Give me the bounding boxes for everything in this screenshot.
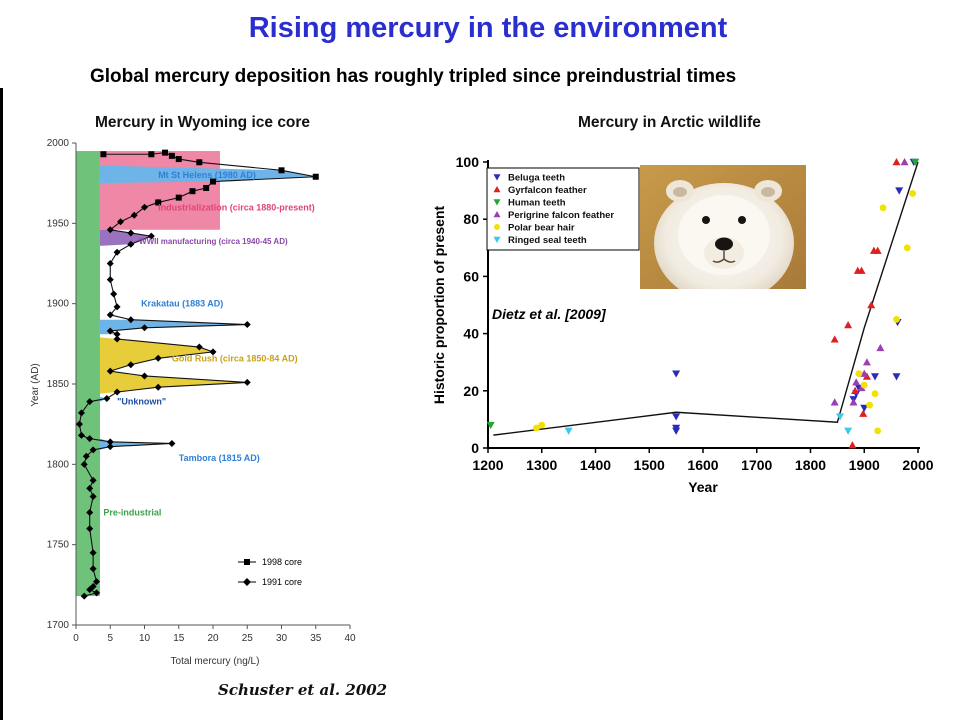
- arctic-x-tick-label: 2000: [902, 457, 933, 473]
- arctic-point-perigrine-falcon-feather: [862, 358, 871, 366]
- arctic-point-polar-bear-hair: [893, 315, 900, 323]
- arctic-legend-marker: [493, 211, 501, 218]
- arctic-point-gyrfalcon-feather: [862, 372, 871, 380]
- arctic-title: Mercury in Arctic wildlife: [578, 114, 761, 131]
- arctic-point-polar-bear-hair: [860, 381, 868, 389]
- arctic-x-tick-label: 1600: [687, 457, 718, 473]
- arctic-point-perigrine-falcon-feather: [860, 369, 869, 377]
- arctic-point-gyrfalcon-feather: [869, 246, 878, 254]
- arctic-x-tick-label: 1700: [741, 457, 772, 473]
- arctic-legend-label: Human teeth: [508, 198, 566, 209]
- arctic-point-perigrine-falcon-feather: [900, 158, 909, 166]
- arctic-legend-label: Gyrfalcon feather: [508, 185, 587, 196]
- arctic-point-perigrine-falcon-feather: [849, 398, 858, 406]
- arctic-point-beluga-teeth: [860, 404, 869, 412]
- arctic-point-beluga-teeth: [672, 413, 681, 421]
- arctic-point-gyrfalcon-feather: [844, 321, 853, 329]
- arctic-point-beluga-teeth: [672, 427, 681, 435]
- arctic-y-tick-label: 40: [463, 326, 479, 342]
- arctic-point-beluga-teeth: [849, 396, 858, 404]
- arctic-x-tick-label: 1500: [634, 457, 665, 473]
- arctic-legend-marker: [493, 186, 501, 193]
- arctic-x-tick-label: 1900: [849, 457, 880, 473]
- arctic-point-gyrfalcon-feather: [859, 409, 868, 417]
- arctic-x-tick-label: 1200: [472, 457, 503, 473]
- arctic-point-gyrfalcon-feather: [853, 266, 862, 274]
- arctic-legend-label: Beluga teeth: [508, 173, 565, 184]
- arctic-xlabel: Year: [688, 479, 718, 495]
- arctic-point-beluga-teeth: [672, 370, 681, 378]
- arctic-point-polar-bear-hair: [866, 401, 874, 409]
- arctic-point-beluga-teeth: [852, 390, 861, 398]
- arctic-point-gyrfalcon-feather: [867, 301, 876, 309]
- polar-bear-photo: [640, 165, 806, 289]
- arctic-point-human-teeth: [911, 158, 920, 166]
- arctic-point-ringed-seal-teeth: [564, 427, 573, 435]
- arctic-y-tick-label: 0: [471, 440, 479, 456]
- arctic-point-beluga-teeth: [895, 187, 904, 195]
- arctic-legend-marker: [493, 236, 501, 243]
- arctic-y-tick-label: 80: [463, 211, 479, 227]
- arctic-credit: Dietz et al. [2009]: [492, 306, 607, 322]
- arctic-point-polar-bear-hair: [874, 427, 882, 435]
- arctic-y-tick-label: 100: [456, 154, 480, 170]
- arctic-point-perigrine-falcon-feather: [830, 398, 839, 406]
- arctic-legend-box: [486, 167, 640, 251]
- arctic-point-beluga-teeth: [871, 373, 879, 381]
- arctic-legend-label: Ringed seal teeth: [508, 235, 587, 246]
- arctic-point-polar-bear-hair: [903, 244, 911, 252]
- arctic-point-ringed-seal-teeth: [836, 413, 845, 421]
- arctic-point-perigrine-falcon-feather: [852, 378, 861, 386]
- arctic-legend-label: Polar bear hair: [508, 223, 575, 234]
- arctic-point-gyrfalcon-feather: [892, 158, 901, 166]
- arctic-point-gyrfalcon-feather: [830, 335, 839, 343]
- arctic-point-beluga-teeth: [672, 424, 681, 432]
- arctic-x-tick-label: 1300: [526, 457, 557, 473]
- arctic-point-polar-bear-hair: [909, 190, 917, 197]
- arctic-x-tick-label: 1400: [580, 457, 611, 473]
- arctic-point-gyrfalcon-feather: [873, 246, 882, 254]
- arctic-point-gyrfalcon-feather: [848, 441, 857, 449]
- arctic-point-beluga-teeth: [854, 384, 863, 392]
- arctic-point-gyrfalcon-feather: [857, 266, 866, 274]
- arctic-legend-marker: [493, 174, 501, 181]
- arctic-point-polar-bear-hair: [538, 421, 546, 429]
- arctic-point-human-teeth: [486, 421, 495, 430]
- arctic-y-tick-label: 60: [463, 268, 479, 284]
- arctic-point-beluga-teeth: [909, 158, 918, 166]
- arctic-x-tick-label: 1800: [795, 457, 826, 473]
- arctic-legend-label: Perigrine falcon feather: [508, 210, 614, 221]
- arctic-point-perigrine-falcon-feather: [876, 343, 885, 352]
- arctic-ylabel: Historic proportion of present: [431, 205, 447, 404]
- arctic-point-polar-bear-hair: [855, 370, 863, 378]
- arctic-legend-marker: [493, 199, 501, 206]
- arctic-point-beluga-teeth: [892, 373, 901, 381]
- arctic-point-polar-bear-hair: [871, 390, 879, 398]
- arctic-y-tick-label: 20: [463, 383, 479, 399]
- arctic-point-beluga-teeth: [893, 318, 902, 327]
- arctic-point-polar-bear-hair: [879, 204, 887, 212]
- arctic-point-perigrine-falcon-feather: [857, 383, 866, 392]
- arctic-legend-marker: [494, 224, 500, 230]
- slide-title: Rising mercury in the environment: [248, 12, 728, 44]
- slide-left-rule: [0, 88, 3, 720]
- arctic-point-polar-bear-hair: [532, 424, 540, 432]
- arctic-point-ringed-seal-teeth: [844, 427, 853, 435]
- ice-core-panel-frame: [16, 100, 362, 712]
- arctic-point-gyrfalcon-feather: [851, 386, 860, 394]
- slide-subtitle: Global mercury deposition has roughly tr…: [90, 66, 737, 87]
